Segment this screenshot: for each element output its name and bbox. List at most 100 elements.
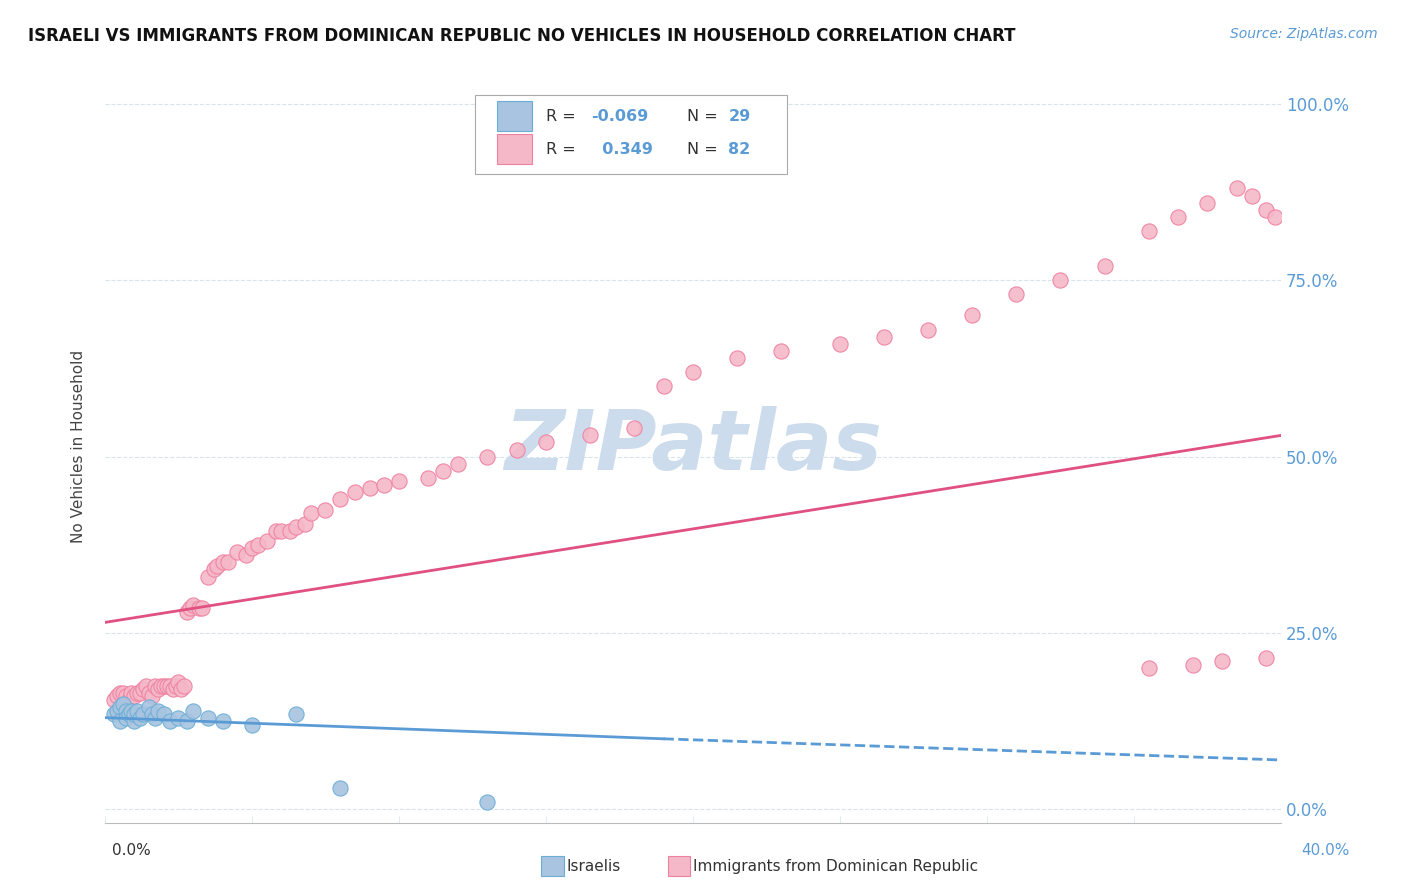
- Point: [240, 541, 263, 556]
- Point: [197, 569, 219, 583]
- Point: [314, 502, 336, 516]
- Point: [432, 464, 454, 478]
- Text: Israelis: Israelis: [567, 859, 621, 873]
- Point: [373, 478, 395, 492]
- Point: [162, 682, 184, 697]
- Point: [188, 601, 211, 615]
- Point: [129, 711, 152, 725]
- Point: [1256, 650, 1278, 665]
- Point: [725, 351, 748, 365]
- Point: [108, 700, 131, 714]
- Point: [1256, 202, 1278, 217]
- Point: [173, 679, 195, 693]
- Point: [152, 707, 174, 722]
- Point: [211, 714, 233, 728]
- Point: [329, 491, 352, 506]
- Point: [1094, 259, 1116, 273]
- Point: [156, 679, 179, 693]
- Point: [105, 690, 128, 704]
- Point: [141, 707, 163, 722]
- Text: Immigrants from Dominican Republic: Immigrants from Dominican Republic: [693, 859, 979, 873]
- Point: [138, 700, 160, 714]
- Point: [124, 714, 146, 728]
- Point: [132, 682, 155, 697]
- Point: [418, 471, 440, 485]
- Point: [108, 714, 131, 728]
- Point: [111, 697, 134, 711]
- Text: R =: R =: [546, 109, 581, 124]
- Text: ISRAELI VS IMMIGRANTS FROM DOMINICAN REPUBLIC NO VEHICLES IN HOUSEHOLD CORRELATI: ISRAELI VS IMMIGRANTS FROM DOMINICAN REP…: [28, 27, 1015, 45]
- Text: 29: 29: [728, 109, 751, 124]
- Point: [181, 598, 204, 612]
- Text: 40.0%: 40.0%: [1302, 843, 1350, 858]
- Point: [114, 690, 136, 704]
- Point: [1264, 210, 1286, 224]
- Point: [579, 428, 602, 442]
- Point: [149, 679, 172, 693]
- Point: [114, 704, 136, 718]
- Point: [103, 693, 125, 707]
- Point: [181, 704, 204, 718]
- Point: [127, 686, 149, 700]
- Point: [264, 524, 287, 538]
- Point: [159, 714, 181, 728]
- Point: [917, 322, 939, 336]
- Point: [1197, 195, 1219, 210]
- Point: [114, 711, 136, 725]
- Text: 82: 82: [728, 142, 751, 157]
- Point: [120, 686, 142, 700]
- Point: [167, 675, 190, 690]
- Point: [124, 707, 146, 722]
- Point: [103, 707, 125, 722]
- Point: [135, 679, 157, 693]
- Point: [873, 329, 896, 343]
- Point: [226, 545, 249, 559]
- Point: [962, 309, 984, 323]
- FancyBboxPatch shape: [475, 95, 787, 174]
- Point: [329, 781, 352, 796]
- Point: [143, 711, 166, 725]
- Point: [447, 457, 470, 471]
- Point: [176, 605, 198, 619]
- Point: [285, 520, 308, 534]
- Text: 0.0%: 0.0%: [112, 843, 152, 858]
- Point: [1211, 654, 1233, 668]
- Point: [235, 549, 257, 563]
- Point: [132, 707, 155, 722]
- Point: [256, 534, 278, 549]
- Point: [240, 717, 263, 731]
- Point: [1005, 287, 1028, 301]
- Point: [1240, 188, 1263, 202]
- Point: [294, 516, 316, 531]
- Y-axis label: No Vehicles in Household: No Vehicles in Household: [72, 350, 86, 542]
- Point: [217, 556, 239, 570]
- Point: [270, 524, 292, 538]
- Point: [152, 679, 174, 693]
- Text: N =: N =: [688, 142, 723, 157]
- Point: [359, 481, 381, 495]
- Point: [343, 484, 366, 499]
- Point: [202, 562, 225, 576]
- Point: [770, 343, 793, 358]
- Point: [477, 795, 499, 809]
- Point: [534, 435, 557, 450]
- FancyBboxPatch shape: [496, 101, 531, 131]
- Point: [1137, 661, 1160, 675]
- Point: [141, 690, 163, 704]
- Point: [1137, 224, 1160, 238]
- FancyBboxPatch shape: [496, 134, 531, 164]
- Point: [108, 686, 131, 700]
- Point: [146, 682, 169, 697]
- Point: [159, 679, 181, 693]
- Point: [205, 558, 228, 573]
- Point: [117, 707, 139, 722]
- Point: [623, 421, 645, 435]
- Text: Source: ZipAtlas.com: Source: ZipAtlas.com: [1230, 27, 1378, 41]
- Point: [179, 601, 201, 615]
- Point: [1226, 181, 1249, 195]
- Point: [117, 693, 139, 707]
- Point: [211, 556, 233, 570]
- Text: ZIPatlas: ZIPatlas: [503, 406, 882, 486]
- Point: [299, 506, 322, 520]
- Point: [246, 538, 269, 552]
